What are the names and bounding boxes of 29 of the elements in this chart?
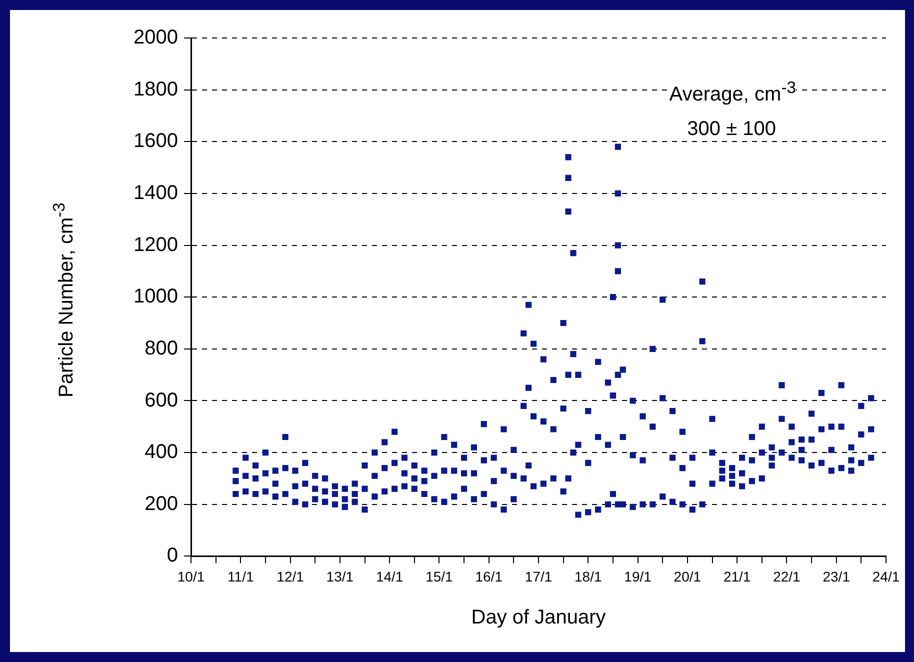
x-tick-label: 11/1 xyxy=(228,568,254,584)
y-tick-label: 1600 xyxy=(134,130,178,152)
y-tick-label: 2000 xyxy=(134,26,178,49)
x-axis-title: Day of January xyxy=(471,606,606,629)
y-tick-label: 0 xyxy=(166,544,178,567)
annotation: Average, cm$^{-3}$ xyxy=(669,78,796,107)
x-tick-label: 20/1 xyxy=(674,568,702,584)
x-tick-label: 16/1 xyxy=(475,568,503,584)
y-tick-label: 800 xyxy=(144,337,178,360)
y-tick-label: 600 xyxy=(144,389,178,412)
x-tick-label: 22/1 xyxy=(773,568,801,584)
x-tick-label: 17/1 xyxy=(524,568,552,584)
x-tick-label: 23/1 xyxy=(822,568,850,584)
y-tick-label: 1800 xyxy=(134,78,178,100)
x-tick-label: 12/1 xyxy=(276,568,304,584)
x-tick-label: 24/1 xyxy=(872,568,900,584)
y-tick-label: 1000 xyxy=(134,286,178,308)
annotation: 300 ± 100 xyxy=(687,118,776,141)
x-tick-label: 10/1 xyxy=(177,568,205,584)
y-tick-label: 200 xyxy=(144,492,178,515)
x-tick-label: 21/1 xyxy=(723,568,751,584)
y-tick-label: 1400 xyxy=(134,182,178,204)
y-tick-label: 400 xyxy=(144,441,178,464)
x-tick-label: 19/1 xyxy=(624,568,652,584)
x-tick-label: 14/1 xyxy=(376,568,404,584)
x-tick-label: 15/1 xyxy=(426,568,454,584)
x-tick-label: 18/1 xyxy=(574,568,602,584)
y-tick-label: 1200 xyxy=(134,234,178,256)
x-tick-label: 13/1 xyxy=(326,568,354,584)
